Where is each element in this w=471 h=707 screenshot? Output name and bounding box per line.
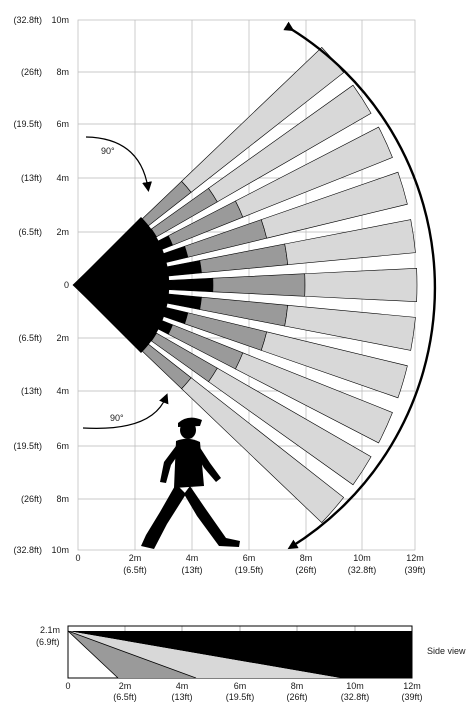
angle-arrow-lower <box>82 393 169 430</box>
beam-mid-zone <box>212 273 306 297</box>
walking-person-icon <box>141 417 240 549</box>
y-axis-meter-label: 2m <box>56 333 69 343</box>
y-axis-feet-label: (13ft) <box>21 173 42 183</box>
side-x-feet-label: (26ft) <box>286 692 307 702</box>
angle-label-upper: 90° <box>101 146 115 156</box>
y-axis-feet-label: (26ft) <box>21 494 42 504</box>
x-axis-meter-label: 4m <box>186 553 199 563</box>
y-axis-meter-label: 6m <box>56 441 69 451</box>
y-axis-feet-label: (32.8ft) <box>13 545 42 555</box>
top-view-axes: (32.8ft) 10m (26ft) 8m (19.5ft) 6m (13ft) 4m (6.… <box>13 15 425 575</box>
side-x-meter-label: 0 <box>65 681 70 691</box>
y-axis-meter-label: 2m <box>56 227 69 237</box>
side-height-label: 2.1m <box>40 625 60 635</box>
x-axis-meter-label: 10m <box>353 553 371 563</box>
side-view-grid <box>124 626 356 631</box>
beam-far-zone <box>304 267 418 303</box>
y-axis-meter-label: 8m <box>56 494 69 504</box>
y-axis-feet-label: (6.5ft) <box>18 227 42 237</box>
x-axis-feet-label: (26ft) <box>295 565 316 575</box>
beam-far-zone <box>235 352 393 444</box>
y-axis-feet-label: (13ft) <box>21 386 42 396</box>
x-axis-feet-label: (19.5ft) <box>235 565 264 575</box>
coverage-range-arc <box>283 21 437 550</box>
side-x-meter-label: 4m <box>176 681 189 691</box>
y-axis-feet-label: (26ft) <box>21 67 42 77</box>
x-axis-feet-label: (13ft) <box>181 565 202 575</box>
x-axis-feet-label: (39ft) <box>404 565 425 575</box>
x-axis-meter-label: 2m <box>129 553 142 563</box>
top-view: 90° 90° (32.8ft) 10m (26ft) 8m (19.5ft) 6m (13… <box>13 15 437 575</box>
y-axis-meter-label: 4m <box>56 173 69 183</box>
beam-far-zone <box>235 126 393 218</box>
side-view: 2.1m (6.9ft) Side view 0 2m(6.5ft) 4m(13ft… <box>36 625 466 702</box>
y-axis-meter-label: 10m <box>51 15 69 25</box>
side-x-feet-label: (13ft) <box>171 692 192 702</box>
side-x-feet-label: (32.8ft) <box>341 692 370 702</box>
side-x-meter-label: 6m <box>234 681 247 691</box>
angle-arrow-upper <box>85 136 152 192</box>
y-axis-meter-label: 4m <box>56 386 69 396</box>
side-zone-divider <box>67 630 119 679</box>
y-axis-meter-label: 0 <box>64 280 69 290</box>
x-axis-meter-label: 6m <box>243 553 256 563</box>
side-x-feet-label: (6.5ft) <box>113 692 137 702</box>
x-axis-meter-label: 12m <box>406 553 424 563</box>
y-axis-feet-label: (19.5ft) <box>13 119 42 129</box>
side-zone-black <box>68 631 412 678</box>
side-view-label: Side view <box>427 646 466 656</box>
y-axis-meter-label: 6m <box>56 119 69 129</box>
y-axis-feet-label: (19.5ft) <box>13 441 42 451</box>
side-zone-light <box>68 631 340 678</box>
x-axis-meter-label: 8m <box>300 553 313 563</box>
side-height-feet-label: (6.9ft) <box>36 637 60 647</box>
side-x-feet-label: (19.5ft) <box>226 692 255 702</box>
side-zone-divider <box>67 630 197 679</box>
detector-origin-wedge <box>73 217 170 353</box>
x-axis-meter-label: 0 <box>75 553 80 563</box>
side-x-meter-label: 12m <box>403 681 421 691</box>
angle-label-lower: 90° <box>110 413 124 423</box>
y-axis-feet-label: (6.5ft) <box>18 333 42 343</box>
side-view-axes: 0 2m(6.5ft)4m(13ft)6m(19.5ft)8m(26ft)10m(… <box>65 681 422 702</box>
y-axis-meter-label: 10m <box>51 545 69 555</box>
side-x-feet-label: (39ft) <box>401 692 422 702</box>
x-axis-feet-label: (6.5ft) <box>123 565 147 575</box>
y-axis-feet-label: (32.8ft) <box>13 15 42 25</box>
y-axis-meter-label: 8m <box>56 67 69 77</box>
side-x-meter-label: 10m <box>346 681 364 691</box>
beam-far-zone <box>181 377 345 524</box>
beam-far-zone <box>181 46 345 193</box>
x-axis-feet-label: (32.8ft) <box>348 565 377 575</box>
side-x-meter-label: 8m <box>291 681 304 691</box>
side-x-meter-label: 2m <box>119 681 132 691</box>
